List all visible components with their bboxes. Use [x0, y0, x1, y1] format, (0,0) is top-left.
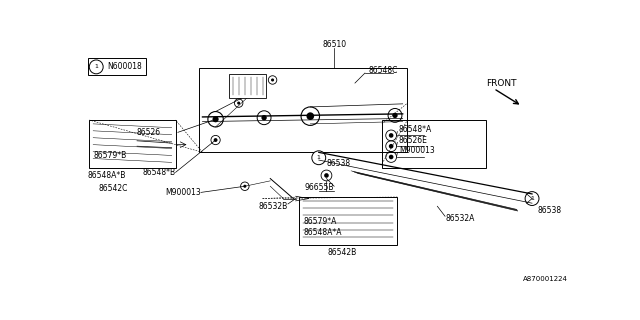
Circle shape: [261, 115, 267, 120]
Bar: [299, 197, 397, 245]
Text: 86548C: 86548C: [368, 66, 397, 75]
Text: 86526E: 86526E: [399, 136, 428, 145]
Bar: [198, 68, 406, 152]
Text: 86542B: 86542B: [327, 248, 356, 257]
Circle shape: [271, 78, 274, 82]
Text: 1: 1: [317, 155, 321, 160]
Bar: [382, 120, 486, 168]
Bar: [88, 59, 145, 75]
Text: 86542C: 86542C: [99, 184, 128, 193]
Text: 86548A*A: 86548A*A: [303, 228, 342, 237]
Text: 86538: 86538: [326, 159, 351, 168]
Text: 1: 1: [94, 64, 98, 69]
Text: 86532B: 86532B: [259, 202, 288, 211]
Circle shape: [525, 192, 539, 205]
Text: 86526: 86526: [136, 128, 160, 137]
Text: 96655B: 96655B: [305, 183, 334, 192]
Text: 86548A*B: 86548A*B: [88, 171, 126, 180]
Circle shape: [212, 116, 219, 122]
Text: 1: 1: [530, 196, 534, 201]
Circle shape: [237, 101, 240, 105]
Text: N600018: N600018: [107, 62, 142, 71]
Text: M900013: M900013: [165, 188, 201, 197]
Text: 86532A: 86532A: [445, 214, 474, 223]
Circle shape: [90, 60, 103, 74]
Circle shape: [307, 112, 314, 120]
Text: 86510: 86510: [322, 40, 346, 49]
Circle shape: [389, 155, 394, 159]
Circle shape: [243, 185, 246, 188]
Text: 86579*B: 86579*B: [93, 151, 127, 160]
Bar: [230, 74, 266, 99]
Circle shape: [324, 173, 329, 178]
Bar: [90, 120, 175, 168]
Text: M900013: M900013: [399, 146, 435, 155]
Circle shape: [392, 113, 397, 118]
Text: FRONT: FRONT: [486, 78, 516, 88]
Text: 86548*B: 86548*B: [143, 168, 175, 177]
Circle shape: [389, 133, 394, 138]
Circle shape: [389, 144, 394, 148]
Circle shape: [214, 138, 218, 142]
Circle shape: [312, 151, 326, 165]
Text: 86538: 86538: [538, 206, 561, 215]
Text: 86579*A: 86579*A: [303, 217, 337, 226]
Text: A870001224: A870001224: [524, 276, 568, 282]
Text: 86548*A: 86548*A: [399, 125, 432, 134]
